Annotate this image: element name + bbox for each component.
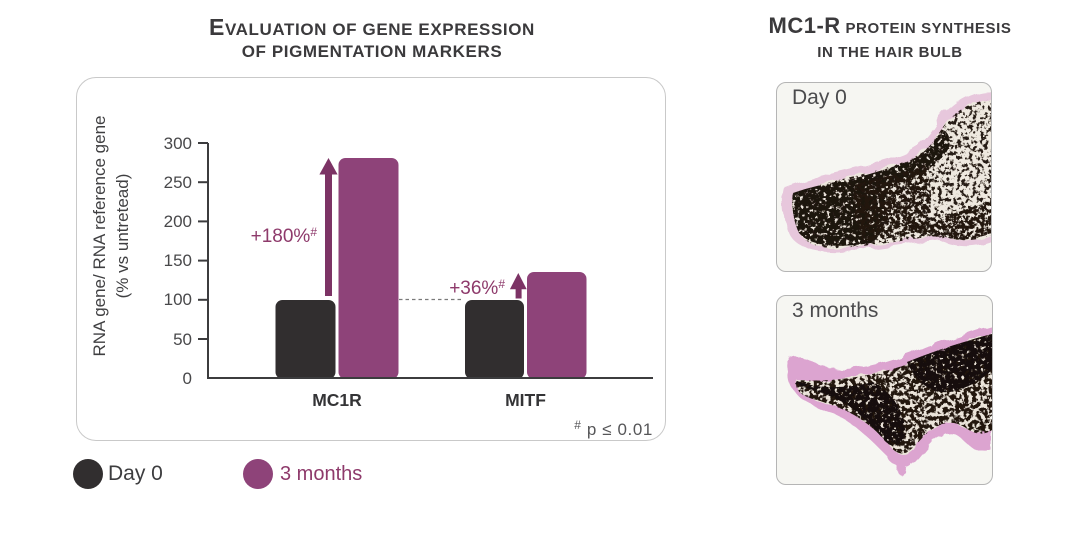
svg-text:RNA gene/ RNA reference gene: RNA gene/ RNA reference gene — [90, 116, 109, 357]
svg-text:+36%#: +36%# — [449, 277, 505, 299]
svg-text:+180%#: +180%# — [251, 225, 318, 247]
svg-text:300: 300 — [164, 134, 192, 153]
svg-text:100: 100 — [164, 290, 192, 309]
svg-text:MITF: MITF — [505, 390, 546, 410]
svg-text:# p ≤ 0.01: # p ≤ 0.01 — [574, 418, 653, 439]
svg-text:0: 0 — [183, 369, 192, 388]
svg-text:150: 150 — [164, 251, 192, 270]
svg-text:250: 250 — [164, 173, 192, 192]
svg-text:(% vs untretead): (% vs untretead) — [113, 174, 132, 299]
svg-text:50: 50 — [173, 330, 192, 349]
svg-text:200: 200 — [164, 212, 192, 231]
svg-text:MC1R: MC1R — [312, 390, 362, 410]
